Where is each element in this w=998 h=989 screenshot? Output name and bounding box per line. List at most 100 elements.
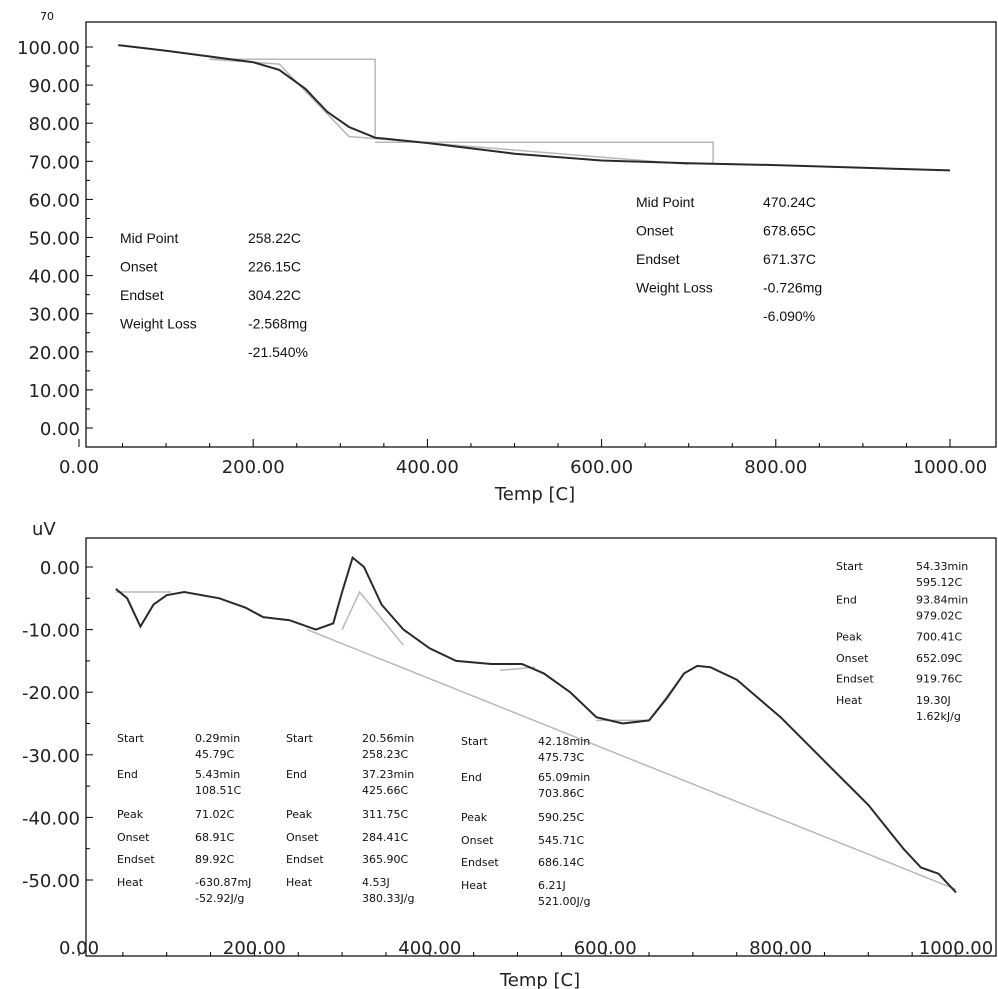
annotation-value: 365.90C (362, 853, 408, 866)
annotation-label: Endset (286, 853, 324, 866)
y-tick-label: 0.00 (40, 419, 80, 440)
annotation-label: Mid Point (636, 194, 694, 210)
construction-line (306, 628, 957, 891)
dta-panel: uV 0.00 -10.00 -20.00 -30.00 -40.00 -50.00 0.… (22, 519, 997, 989)
annotation-value: 380.33J/g (362, 892, 414, 905)
construction-line (375, 141, 714, 164)
annotation-value: 979.02C (916, 609, 962, 622)
annotation-value: -630.87mJ (195, 876, 251, 889)
annotation-label: Onset (636, 223, 673, 239)
construction-line (596, 672, 685, 722)
annotation-value: 6.21J (538, 879, 566, 892)
annotation-label: Onset (117, 831, 150, 844)
annotation-value: -0.726mg (763, 280, 822, 296)
annotation-value: 311.75C (362, 808, 408, 821)
x-tick-label: 600.00 (574, 938, 637, 959)
dta-annotations: Start 0.29min 45.79C End 5.43min 108.51C Peak 7… (117, 560, 968, 908)
x-tick-label: 400.00 (396, 457, 459, 478)
tga-plot-frame (85, 21, 997, 448)
annotation-label: Peak (117, 808, 144, 821)
dta-x-tick-labels: 0.00 200.00 400.00 600.00 800.00 1000.00 (59, 938, 993, 959)
annotation-label: Onset (836, 652, 869, 665)
x-tick-label: 400.00 (398, 938, 461, 959)
y-tick-label: 10.00 (28, 381, 80, 402)
tga-panel: 70 100.00 90.00 80.00 70.00 60.00 50.00 40.00 3… (17, 10, 997, 505)
tga-ticks (78, 46, 951, 447)
annotation-value: 65.09min (538, 771, 590, 784)
dta-x-axis-label: Temp [C] (499, 970, 580, 989)
y-tick-label: 40.00 (28, 267, 80, 288)
annotation-value: 45.79C (195, 748, 234, 761)
annotation-label: End (286, 768, 307, 781)
y-tick-label: 80.00 (28, 114, 80, 135)
annotation-label: Weight Loss (120, 316, 197, 332)
annotation-label: Heat (836, 694, 863, 707)
tga-ylabel-top: 70 (40, 10, 54, 23)
annotation-label: Endset (117, 853, 155, 866)
y-tick-label: 30.00 (28, 305, 80, 326)
annotation-label: Heat (286, 876, 313, 889)
annotation-value: -52.92J/g (195, 892, 244, 905)
annotation-label: Endset (836, 673, 874, 686)
annotation-value: 595.12C (916, 576, 962, 589)
annotation-value: 470.24C (763, 194, 816, 210)
annotation-value: -2.568mg (248, 316, 307, 332)
x-tick-label: 1000.00 (919, 938, 993, 959)
y-tick-label: 90.00 (28, 76, 80, 97)
dta-plot-frame (85, 537, 997, 957)
x-tick-label: 200.00 (223, 938, 286, 959)
annotation-label: Onset (120, 259, 157, 275)
annotation-value: 678.65C (763, 223, 816, 239)
annotation-value: 19.30J (916, 694, 951, 707)
x-tick-label: 1000.00 (913, 457, 987, 478)
y-tick-label: -40.00 (22, 808, 80, 829)
y-tick-label: -20.00 (22, 683, 80, 704)
annotation-value: 652.09C (916, 652, 962, 665)
annotation-label: Peak (461, 811, 488, 824)
annotation-value: 686.14C (538, 856, 584, 869)
annotation-label: Endset (461, 856, 499, 869)
annotation-value: 304.22C (248, 287, 301, 303)
x-tick-label: 600.00 (570, 457, 633, 478)
y-tick-label: 50.00 (28, 229, 80, 250)
annotation-value: 1.62kJ/g (916, 710, 961, 723)
tga-x-axis-label: Temp [C] (494, 484, 575, 505)
annotation-label: Onset (461, 834, 494, 847)
dta-y-axis-label: uV (32, 519, 56, 540)
dta-ticks (78, 566, 957, 956)
annotation-value: 42.18min (538, 735, 590, 748)
annotation-value: -21.540% (248, 344, 308, 360)
annotation-label: Start (461, 735, 489, 748)
annotation-label: Weight Loss (636, 280, 713, 296)
annotation-value: 226.15C (248, 259, 301, 275)
annotation-value: 4.53J (362, 876, 390, 889)
y-tick-label: 60.00 (28, 190, 80, 211)
dta-baselines (115, 590, 957, 891)
annotation-label: Onset (286, 831, 319, 844)
dta-y-tick-labels: 0.00 -10.00 -20.00 -30.00 -40.00 -50.00 (22, 558, 80, 892)
annotation-value: 919.76C (916, 673, 962, 686)
tga-y-tick-labels: 100.00 90.00 80.00 70.00 60.00 50.00 40.00 30.0… (17, 38, 80, 440)
tga-annotations: Mid Point 258.22C Onset 226.15C Endset 304.22… (120, 194, 822, 360)
annotation-label: Peak (286, 808, 313, 821)
annotation-label: Mid Point (120, 230, 178, 246)
y-tick-label: 0.00 (40, 558, 80, 579)
annotation-value: 37.23min (362, 768, 414, 781)
annotation-value: 89.92C (195, 853, 234, 866)
annotation-value: 703.86C (538, 787, 584, 800)
annotation-value: 671.37C (763, 251, 816, 267)
annotation-value: 54.33min (916, 560, 968, 573)
x-tick-label: 200.00 (222, 457, 285, 478)
annotation-value: 258.22C (248, 230, 301, 246)
annotation-value: 258.23C (362, 748, 408, 761)
annotation-value: 93.84min (916, 593, 968, 606)
annotation-label: Peak (836, 631, 863, 644)
x-tick-label: 800.00 (749, 938, 812, 959)
annotation-label: Heat (117, 876, 144, 889)
annotation-value: 700.41C (916, 631, 962, 644)
y-tick-label: -50.00 (22, 871, 80, 892)
annotation-value: -6.090% (763, 308, 815, 324)
annotation-label: Start (286, 732, 314, 745)
y-tick-label: 70.00 (28, 152, 80, 173)
